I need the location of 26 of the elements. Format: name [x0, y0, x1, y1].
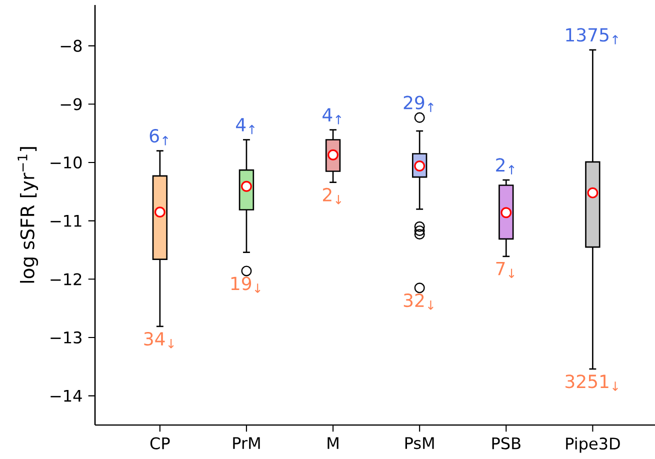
y-axis-title: log sSFR [yr$^{−1}$]: [18, 147, 38, 283]
annotation: 29$_{↑}$: [404, 96, 434, 112]
annotation: 2$_{↓}$: [323, 188, 342, 204]
x-tick-label: PSB: [492, 437, 520, 450]
y-tick-label: −14: [50, 390, 82, 402]
annotation: 4$_{↑}$: [236, 118, 255, 134]
annotation: 34$_{↓}$: [144, 332, 174, 348]
annotation: 2$_{↑}$: [496, 158, 514, 174]
x-tick-label: Pipe3D: [566, 437, 620, 453]
x-tick-label: PsM: [405, 437, 434, 450]
annotation: 3251$_{↓}$: [566, 374, 618, 391]
y-tick-label: −13: [50, 331, 82, 344]
y-tick-label: −11: [50, 214, 82, 227]
annotation: 4$_{↑}$: [322, 108, 342, 124]
y-tick-label: −12: [50, 273, 82, 286]
y-tick-label: −9: [60, 98, 82, 110]
y-tick-label: −8: [60, 40, 82, 52]
x-tick-label: M: [328, 437, 338, 449]
x-tick-label: CP: [150, 437, 170, 450]
annotation: 6$_{↑}$: [150, 128, 168, 146]
annotation: 19$_{↓}$: [231, 276, 260, 293]
annotation: 32$_{↓}$: [404, 294, 434, 310]
annotation: 1375$_{↑}$: [566, 28, 618, 44]
x-tick-label: PrM: [233, 437, 260, 449]
y-tick-label: −10: [50, 156, 82, 169]
annotation: 7$_{↓}$: [496, 262, 514, 278]
